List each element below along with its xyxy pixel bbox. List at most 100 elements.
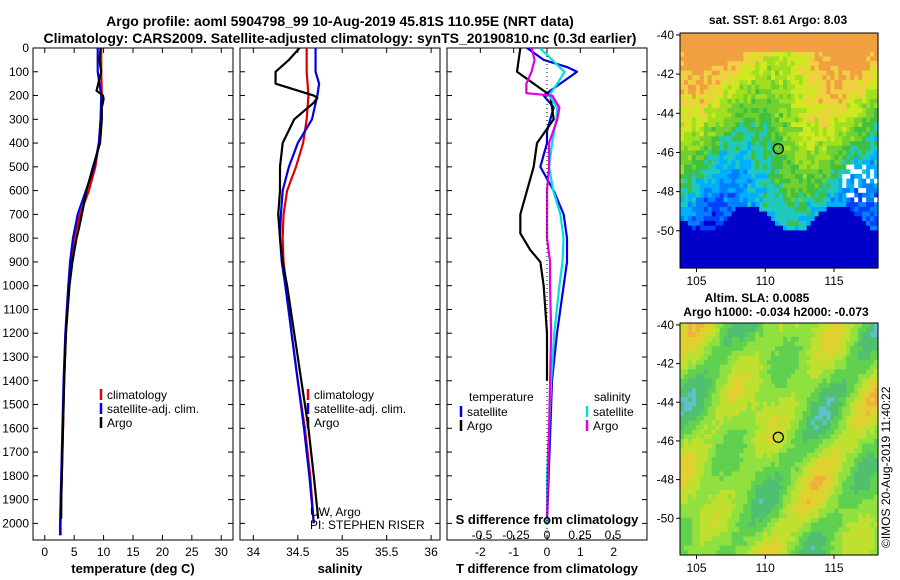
map-cell xyxy=(818,56,824,62)
map-cell xyxy=(790,221,796,227)
map-cell xyxy=(687,37,693,43)
map-cell xyxy=(687,42,693,48)
map-cell xyxy=(798,65,804,72)
map-cell xyxy=(782,513,788,519)
map-cell xyxy=(858,490,863,496)
map-cell xyxy=(838,103,843,109)
map-cell xyxy=(790,327,796,333)
map-cell xyxy=(743,476,748,482)
map-cell xyxy=(850,420,855,426)
map-cell xyxy=(850,258,855,264)
map-cell xyxy=(695,94,701,100)
map-cell xyxy=(703,94,709,100)
map-cell xyxy=(786,84,792,90)
map-cell xyxy=(794,401,800,408)
map-cell xyxy=(842,513,847,519)
map-cell xyxy=(806,517,812,524)
map-cell xyxy=(838,112,843,119)
map-cell xyxy=(786,65,792,72)
map-cell xyxy=(680,387,685,394)
map-cell xyxy=(874,457,879,463)
map-cell xyxy=(691,122,697,128)
map-cell xyxy=(826,174,832,180)
map-cell xyxy=(822,420,828,426)
map-cell xyxy=(866,244,871,250)
map-cell xyxy=(767,392,772,398)
map-cell xyxy=(743,239,748,246)
map-cell xyxy=(838,253,843,260)
map-cell xyxy=(747,164,752,170)
map-cell xyxy=(786,401,792,408)
map-cell xyxy=(858,429,863,435)
map-cell xyxy=(723,485,729,491)
map-cell xyxy=(739,249,744,255)
map-cell xyxy=(699,108,705,114)
map-cell xyxy=(687,374,693,380)
map-cell xyxy=(699,94,705,100)
map-cell xyxy=(731,136,737,142)
plot-frame xyxy=(32,47,234,541)
map-cell xyxy=(826,392,832,398)
map-cell xyxy=(699,225,705,231)
map-cell xyxy=(707,56,713,62)
map-cell xyxy=(826,369,832,375)
map-cell xyxy=(767,108,772,114)
map-cell xyxy=(743,164,748,170)
map-cell xyxy=(723,452,729,459)
map-cell xyxy=(727,471,733,477)
map-cell xyxy=(687,448,693,454)
map-cell xyxy=(767,263,772,269)
map-cell xyxy=(814,47,820,53)
map-cell xyxy=(810,221,816,227)
map-cell xyxy=(683,51,689,58)
map-cell xyxy=(854,33,859,39)
map-cell xyxy=(850,485,855,491)
map-cell xyxy=(683,108,689,114)
map-cell xyxy=(711,150,717,156)
map-cell xyxy=(850,383,855,389)
map-cell xyxy=(834,392,839,398)
map-cell xyxy=(846,263,851,269)
map-cell xyxy=(723,169,729,175)
map-cell xyxy=(723,429,729,435)
map-cell xyxy=(771,448,776,454)
map-cell xyxy=(735,244,740,250)
map-cell xyxy=(743,131,748,137)
map-cell xyxy=(794,508,800,514)
map-cell xyxy=(790,98,796,105)
map-cell xyxy=(687,122,693,128)
map-cell xyxy=(775,145,780,152)
map-cell xyxy=(747,327,752,333)
map-cell xyxy=(743,155,748,161)
map-cell xyxy=(743,387,748,394)
map-cell xyxy=(771,37,776,43)
map-cell xyxy=(731,355,737,361)
map-cell xyxy=(822,65,828,72)
map-cell xyxy=(786,457,792,463)
map-cell xyxy=(834,336,839,343)
map-cell xyxy=(870,499,875,505)
map-cell xyxy=(814,392,820,398)
map-cell xyxy=(755,360,760,366)
map-cell xyxy=(779,364,784,370)
map-cell xyxy=(846,350,851,357)
map-cell xyxy=(790,202,796,208)
map-cell xyxy=(695,508,701,514)
map-cell xyxy=(731,216,737,222)
map-cell xyxy=(759,42,764,48)
map-cell xyxy=(743,508,748,514)
map-cell xyxy=(680,169,685,175)
map-cell xyxy=(755,117,760,123)
map-cell xyxy=(755,503,760,510)
map-cell xyxy=(739,141,744,147)
map-cell xyxy=(699,401,705,408)
map-cell xyxy=(846,216,851,222)
map-cell xyxy=(707,263,713,269)
map-cell xyxy=(794,448,800,454)
map-cell xyxy=(759,33,764,39)
map-cell xyxy=(707,490,713,496)
map-cell xyxy=(830,136,836,142)
map-cell xyxy=(735,327,740,333)
map-cell xyxy=(731,397,737,403)
map-cell xyxy=(814,323,820,329)
